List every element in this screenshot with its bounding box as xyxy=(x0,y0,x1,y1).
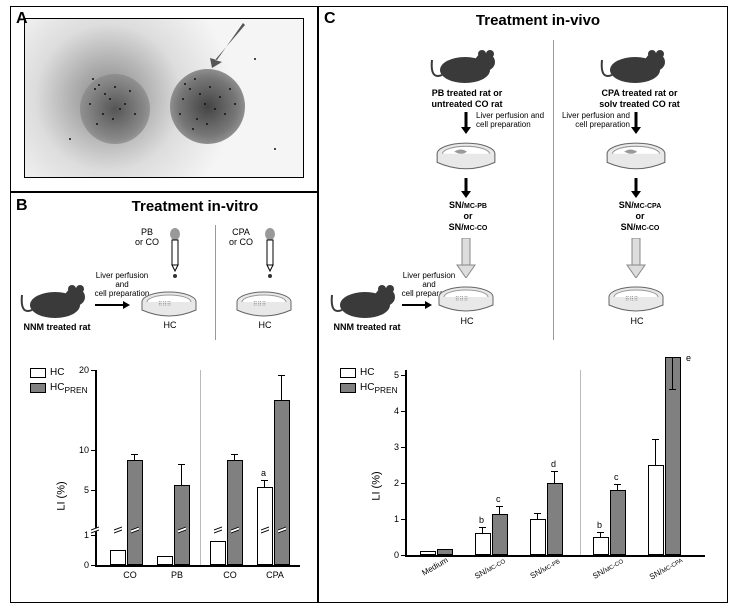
rat-b-label: NNM treated rat xyxy=(12,322,102,332)
ytick: 10 xyxy=(71,445,89,455)
flow-arrow-icon xyxy=(402,298,432,316)
bar-hc xyxy=(110,550,126,565)
sn1-label: SN/MC-PBorSN/MC-CO xyxy=(428,200,508,234)
panel-b-title: Treatment in-vitro xyxy=(95,198,295,215)
svg-text:⠿⠿⠿: ⠿⠿⠿ xyxy=(158,301,171,308)
divider-line xyxy=(215,225,216,340)
dish-icon: ⠿⠿⠿ xyxy=(607,285,665,315)
ytick: 2 xyxy=(384,478,399,488)
dropper-icon xyxy=(165,228,185,263)
x-label: CO xyxy=(115,570,145,580)
flow-arrow-icon xyxy=(95,298,130,316)
legend-hcpren-box xyxy=(340,383,356,393)
top-rat1-label: PB treated rat oruntreated CO rat xyxy=(412,88,522,110)
bar-hc xyxy=(420,551,436,555)
dish-icon: ⠿⠿⠿ xyxy=(140,290,198,320)
svg-text:⠿⠿⠿: ⠿⠿⠿ xyxy=(455,296,468,303)
panel-c-chart: 0 1 2 3 4 5 LI (%) b c d b c e xyxy=(360,360,720,580)
dropper1-label: PBor CO xyxy=(132,228,162,248)
dish-icon xyxy=(605,140,667,174)
sig-label: b xyxy=(597,520,602,530)
rat-icon xyxy=(330,275,400,320)
bar-hc xyxy=(530,519,546,555)
sig-label: e xyxy=(686,353,691,363)
bar-hcpren xyxy=(547,483,563,555)
chart-divider xyxy=(200,370,201,565)
sn2-label: SN/MC-CPAorSN/MC-CO xyxy=(598,200,682,234)
ytick: 5 xyxy=(71,485,89,495)
bar-hcpren xyxy=(610,490,626,555)
panel-c-title: Treatment in-vivo xyxy=(438,12,638,29)
specks xyxy=(24,18,304,178)
figure-root: A B Treatment in-vitro NNM treated rat xyxy=(0,0,738,613)
sig-label: c xyxy=(496,494,501,504)
y-axis-title: LI (%) xyxy=(56,481,68,510)
sig-label: c xyxy=(614,472,619,482)
bar-hc xyxy=(210,541,226,565)
x-label: CO xyxy=(215,570,245,580)
panel-b-chart: 20 10 5 1 0 LI (%) a CO PB xyxy=(55,360,305,580)
ytick: 3 xyxy=(384,442,399,452)
sig-label: b xyxy=(479,515,484,525)
panel-a-arrow-icon xyxy=(200,20,250,70)
dish-c-label: HC xyxy=(627,316,647,326)
bar-hc xyxy=(157,556,173,565)
legend-hc-box xyxy=(340,368,356,378)
bar-hcpren xyxy=(227,460,243,565)
bar-hcpren xyxy=(665,357,681,555)
dish-icon: ⠿⠿⠿ xyxy=(235,290,293,320)
svg-text:⠿⠿⠿: ⠿⠿⠿ xyxy=(625,296,638,303)
ytick: 5 xyxy=(384,370,399,380)
bar-hcpren xyxy=(174,485,190,565)
panel-b-label: B xyxy=(16,197,28,215)
svg-text:⠿⠿⠿: ⠿⠿⠿ xyxy=(253,301,266,308)
down-arrow-icon xyxy=(630,112,642,139)
dish-icon xyxy=(435,140,497,174)
ytick: 4 xyxy=(384,406,399,416)
ytick: 1 xyxy=(71,530,89,540)
legend-hc-box xyxy=(30,368,46,378)
ytick: 0 xyxy=(71,560,89,570)
dish-c-label: HC xyxy=(457,316,477,326)
bar-hc xyxy=(257,487,273,565)
dropper2-label: CPAor CO xyxy=(224,228,258,248)
rat-icon xyxy=(430,40,500,85)
sig-label: a xyxy=(261,468,266,478)
down-arrow-icon xyxy=(460,112,472,139)
legend-hcpren-box xyxy=(30,383,46,393)
x-label: CPA xyxy=(260,570,290,580)
panel-c-label: C xyxy=(324,10,336,28)
ytick: 20 xyxy=(71,365,89,375)
perfusion-label: Liver perfusion andcell preparation xyxy=(476,112,556,130)
ytick: 0 xyxy=(384,550,399,560)
perfusion-label: Liver perfusion andcell preparation xyxy=(555,112,630,130)
panel-a-label: A xyxy=(16,10,28,28)
divider-line xyxy=(553,40,554,340)
y-axis-title: LI (%) xyxy=(371,471,383,500)
bar-hcpren xyxy=(127,460,143,565)
sig-label: d xyxy=(551,459,556,469)
top-rat2-label: CPA treated rat orsolv treated CO rat xyxy=(582,88,697,110)
rat-icon xyxy=(20,275,90,320)
bar-hc xyxy=(648,465,664,555)
bottom-rat-label: NNM treated rat xyxy=(322,322,412,332)
dish1-b-label: HC xyxy=(160,320,180,330)
dropper-icon xyxy=(260,228,280,263)
x-label: PB xyxy=(162,570,192,580)
chart-divider xyxy=(580,370,581,555)
ytick: 1 xyxy=(384,514,399,524)
outline-arrow-icon xyxy=(625,238,647,283)
bar-hc xyxy=(593,537,609,555)
dish2-b-label: HC xyxy=(255,320,275,330)
bar-hcpren xyxy=(274,400,290,565)
bar-hcpren xyxy=(492,514,508,555)
dish-icon: ⠿⠿⠿ xyxy=(437,285,495,315)
rat-icon xyxy=(600,40,670,85)
bar-hc xyxy=(475,533,491,555)
